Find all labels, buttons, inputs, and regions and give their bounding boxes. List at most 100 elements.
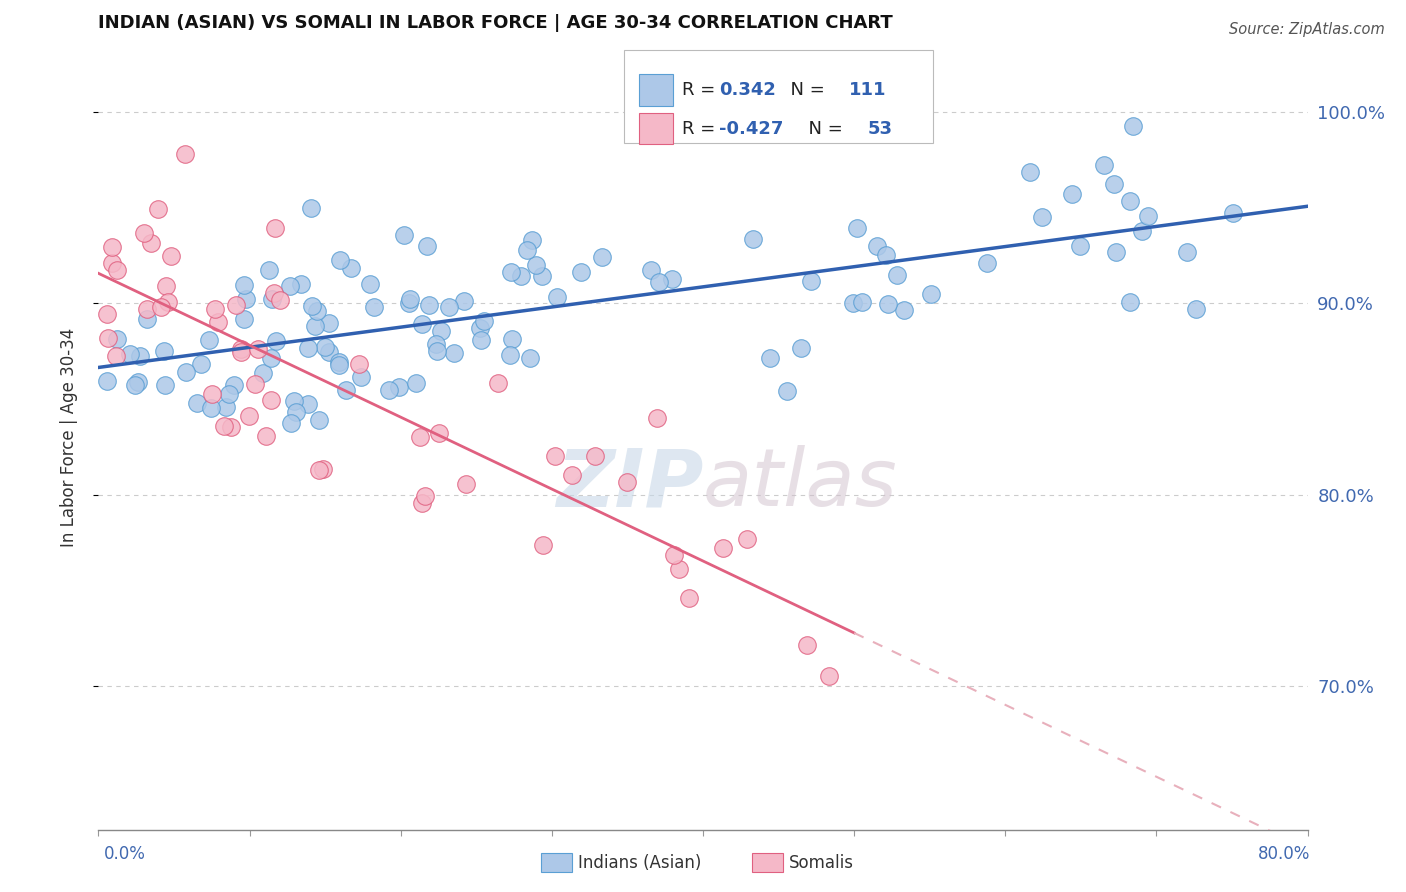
Point bbox=[851, 295, 873, 310]
Point bbox=[335, 383, 357, 397]
Point bbox=[96, 306, 118, 320]
Point bbox=[1105, 244, 1128, 259]
Point bbox=[1136, 210, 1159, 224]
Point bbox=[776, 384, 799, 399]
Point bbox=[398, 296, 420, 310]
Point bbox=[662, 548, 685, 562]
Point bbox=[1175, 245, 1198, 260]
Point bbox=[1092, 158, 1115, 172]
Point bbox=[1102, 178, 1125, 192]
Point bbox=[426, 343, 449, 358]
Text: R =: R = bbox=[682, 81, 721, 99]
Point bbox=[97, 331, 120, 345]
Point bbox=[875, 248, 897, 262]
Text: atlas: atlas bbox=[703, 445, 898, 524]
Point bbox=[510, 268, 533, 283]
Point bbox=[1018, 165, 1040, 179]
Point bbox=[132, 226, 155, 240]
Point bbox=[1222, 206, 1244, 220]
Point bbox=[186, 396, 208, 410]
Point bbox=[790, 341, 813, 355]
Point bbox=[976, 256, 998, 270]
Point bbox=[215, 400, 238, 414]
Text: 0.0%: 0.0% bbox=[104, 846, 146, 863]
Text: R =: R = bbox=[682, 120, 721, 137]
Point bbox=[866, 239, 889, 253]
Point bbox=[299, 201, 322, 215]
Point bbox=[339, 261, 361, 276]
Point bbox=[260, 392, 283, 407]
Point bbox=[800, 274, 823, 288]
Point bbox=[283, 393, 305, 408]
Point bbox=[741, 232, 763, 246]
Point bbox=[101, 255, 124, 269]
Point bbox=[312, 462, 335, 476]
Point bbox=[842, 296, 865, 310]
Point bbox=[501, 265, 523, 279]
Point bbox=[544, 449, 567, 463]
Point bbox=[569, 265, 592, 279]
Point bbox=[207, 315, 229, 329]
Point bbox=[524, 258, 547, 272]
Point bbox=[157, 295, 180, 310]
Point bbox=[136, 312, 159, 326]
Point bbox=[238, 409, 260, 423]
Point bbox=[817, 669, 839, 683]
Text: ZIP: ZIP bbox=[555, 445, 703, 524]
Point bbox=[204, 301, 226, 316]
Point bbox=[290, 277, 312, 291]
Point bbox=[318, 316, 340, 330]
Point bbox=[278, 279, 301, 293]
Point bbox=[418, 298, 440, 312]
Point bbox=[546, 290, 568, 304]
Point bbox=[531, 538, 554, 552]
Point bbox=[1062, 186, 1084, 201]
Text: 111: 111 bbox=[849, 81, 887, 99]
Text: 53: 53 bbox=[868, 120, 893, 137]
Point bbox=[583, 450, 606, 464]
Point bbox=[405, 376, 427, 390]
Point bbox=[257, 263, 280, 277]
Point bbox=[136, 301, 159, 316]
Text: N =: N = bbox=[797, 120, 849, 137]
Point bbox=[561, 468, 583, 483]
Point bbox=[893, 303, 915, 318]
Point bbox=[531, 269, 554, 284]
Point bbox=[260, 292, 283, 306]
Y-axis label: In Labor Force | Age 30-34: In Labor Force | Age 30-34 bbox=[59, 327, 77, 547]
Point bbox=[519, 351, 541, 365]
Point bbox=[443, 345, 465, 359]
Point bbox=[409, 430, 432, 444]
Point bbox=[297, 341, 319, 355]
Bar bbox=[624, 50, 932, 143]
Point bbox=[796, 638, 818, 652]
Point bbox=[225, 298, 247, 312]
Point bbox=[470, 334, 492, 348]
Point bbox=[232, 311, 254, 326]
Point bbox=[713, 541, 735, 555]
Point bbox=[1118, 194, 1140, 208]
Point bbox=[1130, 224, 1153, 238]
Point bbox=[235, 292, 257, 306]
Point bbox=[105, 332, 128, 346]
Point bbox=[399, 292, 422, 306]
Point bbox=[139, 236, 162, 251]
Point bbox=[212, 419, 235, 434]
Point bbox=[118, 347, 141, 361]
Point bbox=[153, 344, 176, 359]
Point bbox=[359, 277, 381, 291]
Point bbox=[350, 369, 373, 384]
Point bbox=[176, 366, 198, 380]
Point bbox=[661, 271, 683, 285]
Point bbox=[155, 278, 177, 293]
Point bbox=[1184, 301, 1206, 316]
Text: -0.427: -0.427 bbox=[718, 120, 783, 137]
Point bbox=[190, 357, 212, 371]
Point bbox=[429, 324, 451, 338]
Point bbox=[269, 293, 291, 307]
Text: Source: ZipAtlas.com: Source: ZipAtlas.com bbox=[1229, 22, 1385, 37]
Point bbox=[329, 253, 352, 268]
Point bbox=[246, 343, 269, 357]
Point bbox=[304, 319, 326, 334]
Point bbox=[920, 287, 942, 301]
